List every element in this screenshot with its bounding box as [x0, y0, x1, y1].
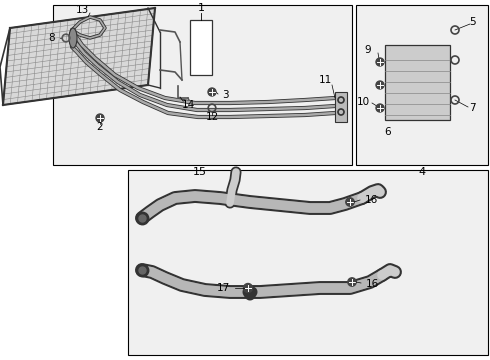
Text: 6: 6	[385, 127, 392, 137]
Circle shape	[348, 278, 356, 286]
Bar	[128, 170, 488, 355]
Text: 5: 5	[469, 17, 475, 27]
Text: 10: 10	[356, 97, 369, 107]
Circle shape	[208, 88, 216, 96]
Text: 12: 12	[205, 112, 219, 122]
Text: 7: 7	[469, 103, 475, 113]
Text: 11: 11	[318, 75, 332, 85]
Text: 14: 14	[181, 100, 195, 110]
Bar	[335, 92, 347, 122]
Polygon shape	[3, 8, 155, 105]
Bar	[356, 5, 488, 165]
Circle shape	[244, 284, 252, 292]
Text: 8: 8	[49, 33, 55, 43]
Circle shape	[346, 198, 354, 206]
Circle shape	[376, 104, 384, 112]
Text: 15: 15	[193, 167, 207, 177]
Circle shape	[96, 114, 104, 122]
Ellipse shape	[69, 28, 77, 48]
Bar	[190, 20, 212, 75]
Text: 2: 2	[97, 122, 103, 132]
Circle shape	[376, 58, 384, 66]
Text: 4: 4	[418, 167, 425, 177]
Text: 1: 1	[197, 3, 204, 13]
Text: 9: 9	[365, 45, 371, 55]
Text: 3: 3	[222, 90, 229, 100]
Text: 17: 17	[217, 283, 230, 293]
Text: 16: 16	[365, 195, 378, 205]
Bar	[53, 5, 352, 165]
Text: 16: 16	[366, 279, 379, 289]
Text: 13: 13	[75, 5, 89, 15]
Bar	[385, 45, 450, 120]
Circle shape	[376, 81, 384, 89]
